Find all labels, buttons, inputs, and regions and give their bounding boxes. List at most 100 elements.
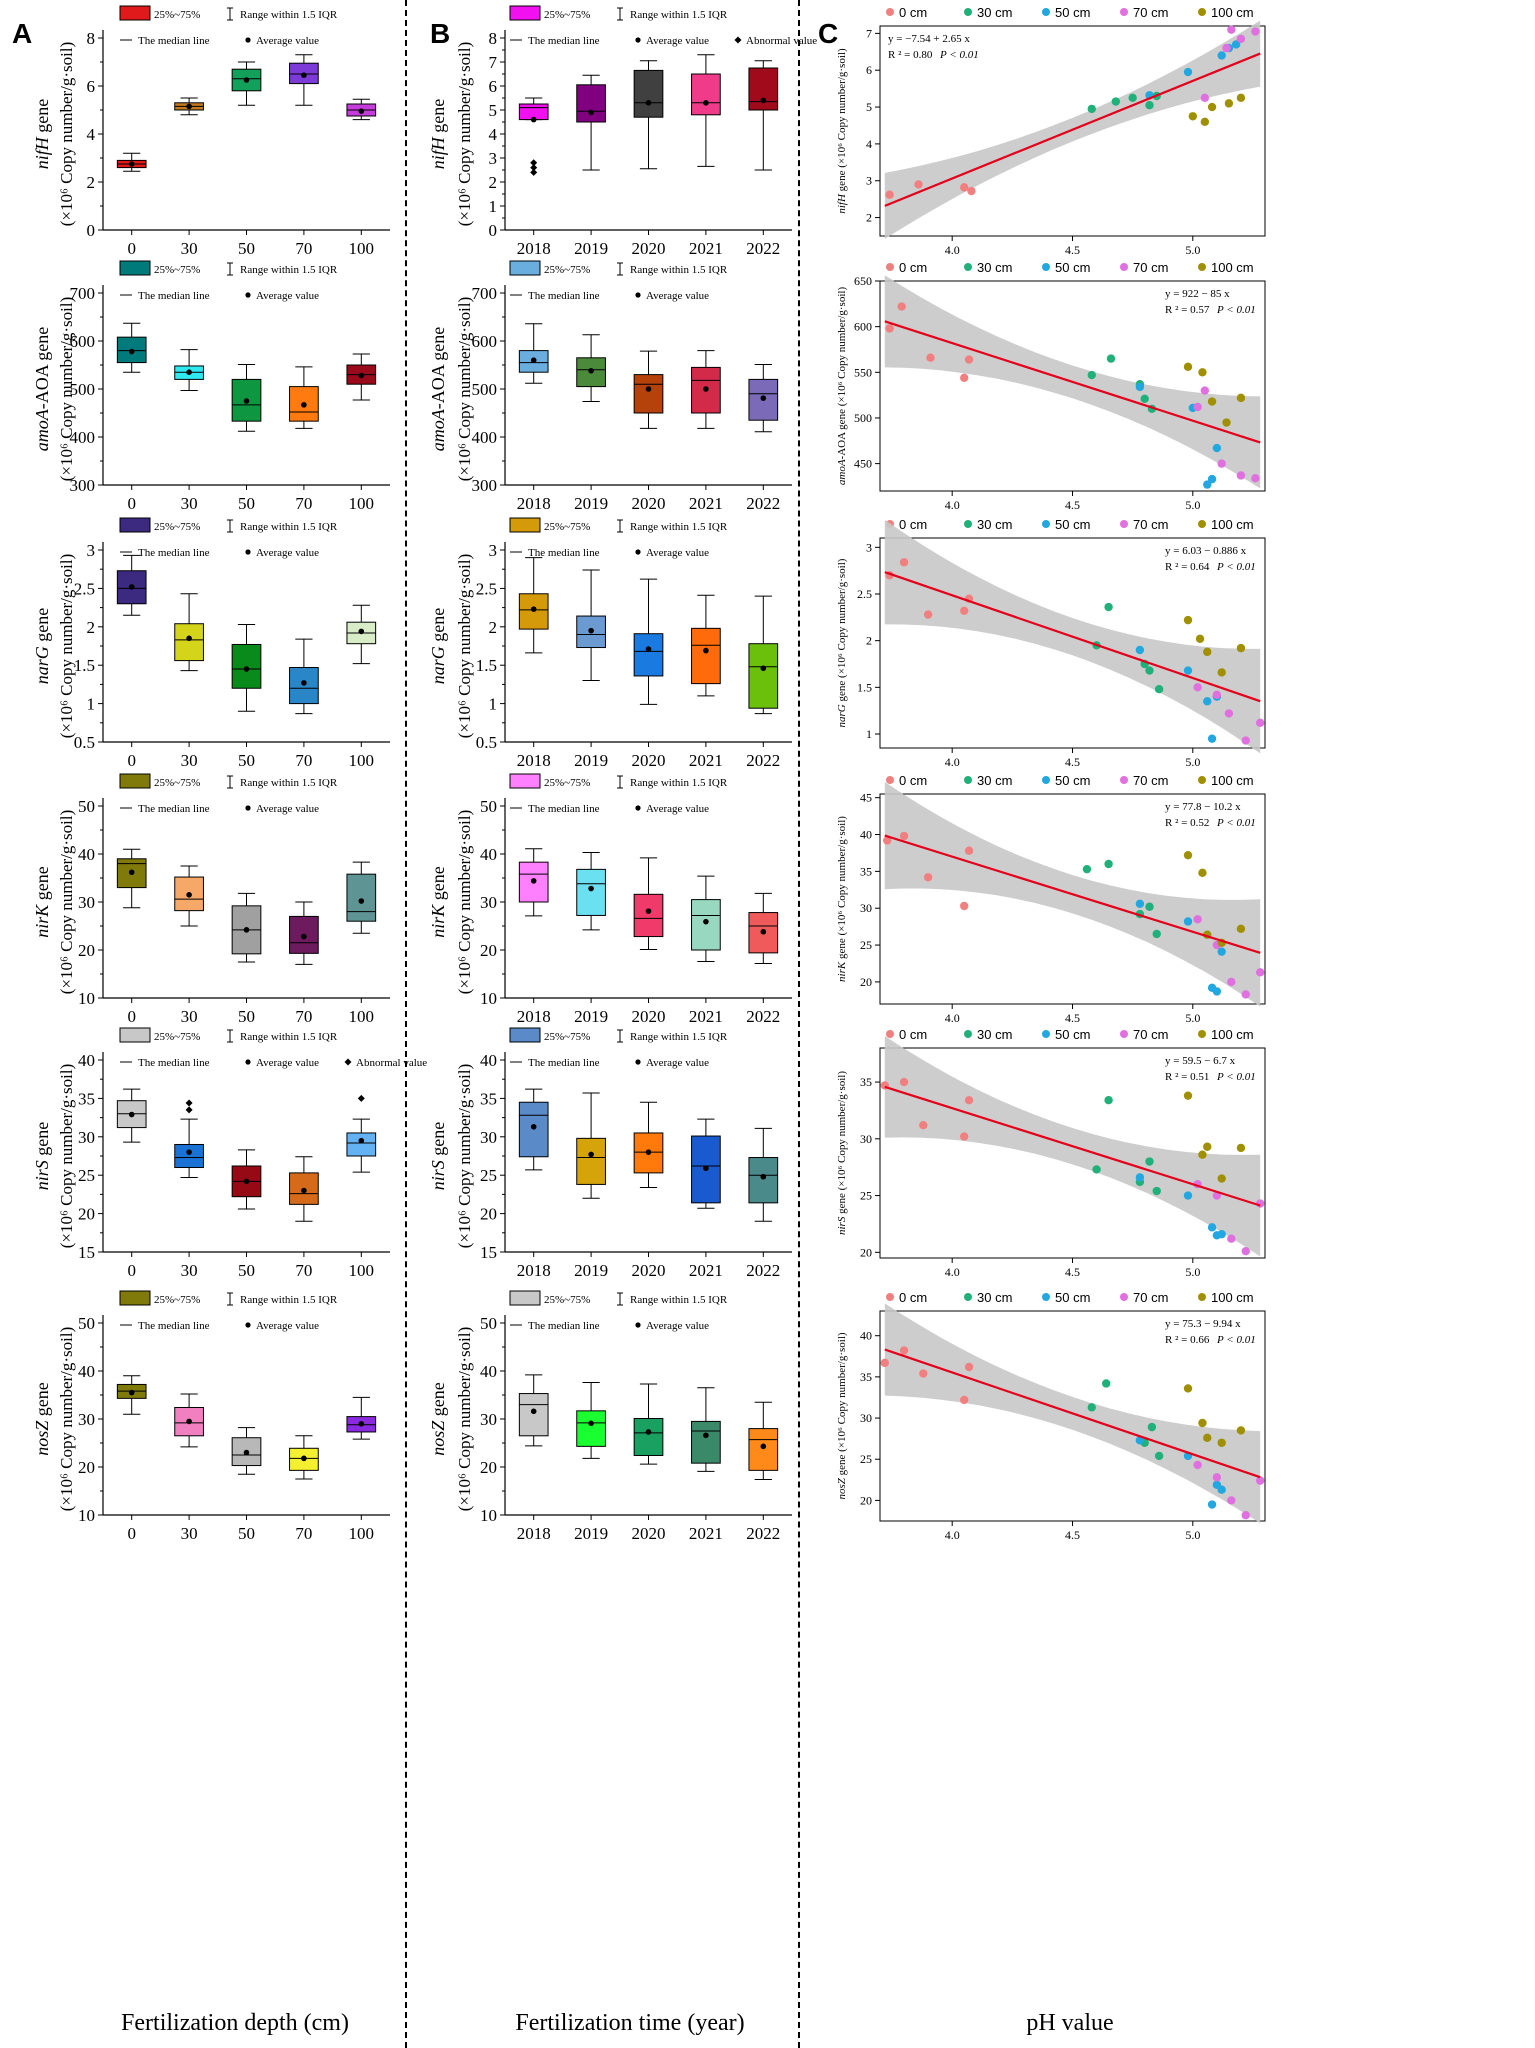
legend-range-label: Range within 1.5 IQR xyxy=(240,1294,338,1306)
data-point xyxy=(964,1096,974,1105)
equation-label: y = 77.8 − 10.2 x xyxy=(1165,801,1241,813)
iqr-box xyxy=(748,643,779,709)
y-tick-label: 20 xyxy=(480,1205,497,1224)
data-point xyxy=(1104,1096,1113,1105)
legend-depth-label: 0 cm xyxy=(899,1290,927,1305)
panel-label-b: B xyxy=(430,18,451,49)
mean-point xyxy=(186,103,192,110)
data-point xyxy=(1198,368,1207,377)
y-tick-label: 30 xyxy=(78,893,95,912)
data-point xyxy=(1207,397,1217,406)
legend-average-label: Average value xyxy=(646,290,709,302)
legend-iqr-label: 25%~75% xyxy=(154,9,200,21)
legend-median-label: The median line xyxy=(138,1320,210,1332)
data-point xyxy=(1183,850,1193,860)
chart-A-nifH: 25%~75% Range within 1.5 IQR The median li… xyxy=(32,5,390,258)
box-2018 xyxy=(518,97,549,176)
y-tick-label: 30 xyxy=(480,1128,497,1147)
data-point xyxy=(1183,362,1193,372)
legend-marker xyxy=(964,520,972,528)
y-tick-label: 50 xyxy=(78,1314,95,1333)
data-point xyxy=(899,1346,909,1355)
box-2022 xyxy=(748,1127,779,1222)
data-point xyxy=(899,831,909,841)
iqr-box xyxy=(633,633,664,677)
x-tick-label: 4.0 xyxy=(945,243,960,257)
legend-iqr-label: 25%~75% xyxy=(544,777,590,789)
iqr-box xyxy=(633,69,664,118)
x-tick-label: 2019 xyxy=(574,751,608,770)
box-2021 xyxy=(691,1387,721,1472)
y-tick-label: 2 xyxy=(87,173,96,192)
y-tick-label: 600 xyxy=(472,332,498,351)
chart-B-nirK: 25%~75% Range within 1.5 IQR The median li… xyxy=(428,773,792,1026)
box-70 xyxy=(289,54,319,106)
legend-average-label: Average value xyxy=(646,1057,709,1069)
y-tick-label: 20 xyxy=(860,975,872,989)
data-point xyxy=(1241,1511,1250,1520)
data-point xyxy=(960,606,969,615)
legend-median-label: The median line xyxy=(528,35,600,47)
x-tick-label: 4.5 xyxy=(1065,1528,1080,1542)
legend-average-label: Average value xyxy=(256,1057,319,1069)
legend-marker xyxy=(1198,1030,1206,1038)
x-tick-label: 0 xyxy=(127,1261,136,1280)
data-point xyxy=(1193,1460,1202,1470)
box-2018 xyxy=(518,1374,549,1447)
box-2022 xyxy=(748,595,779,715)
data-point xyxy=(1217,1485,1226,1494)
data-point xyxy=(1231,40,1241,49)
equation-label: y = 6.03 − 0.886 x xyxy=(1165,545,1247,557)
x-tick-label: 2022 xyxy=(746,239,780,258)
box-100 xyxy=(346,861,377,934)
legend-range-icon xyxy=(227,262,233,276)
y-tick-label: 50 xyxy=(480,797,497,816)
data-point xyxy=(1147,1422,1157,1432)
data-point xyxy=(1203,1142,1212,1151)
legend-marker xyxy=(1120,1030,1128,1038)
y-tick-label: 1 xyxy=(489,695,498,714)
legend-iqr-label: 25%~75% xyxy=(154,1031,200,1043)
box-2019 xyxy=(576,334,606,402)
data-point xyxy=(1227,977,1236,987)
y-tick-label: 2 xyxy=(866,634,872,648)
data-point xyxy=(1236,924,1246,934)
box-100 xyxy=(346,1396,377,1440)
data-point xyxy=(1203,647,1212,657)
p-value-label: P < 0.01 xyxy=(1216,561,1256,573)
x-tick-label: 70 xyxy=(295,239,312,258)
box-0 xyxy=(116,322,147,373)
x-tick-label: 5.0 xyxy=(1185,1528,1200,1542)
mean-point xyxy=(301,1187,307,1194)
y-tick-label: 20 xyxy=(480,1458,497,1477)
x-tick-label: 4.5 xyxy=(1065,1011,1080,1025)
y-tick-label: 50 xyxy=(480,1314,497,1333)
legend-depth-label: 0 cm xyxy=(899,517,927,532)
data-point xyxy=(1217,947,1226,956)
y-tick-label: 2 xyxy=(489,618,498,637)
chart-B-narG: 25%~75% Range within 1.5 IQR The median li… xyxy=(428,517,792,770)
x-tick-label: 70 xyxy=(295,494,312,513)
y-tick-label: 40 xyxy=(860,1329,872,1343)
chart-B-amoA: 25%~75% Range within 1.5 IQR The median li… xyxy=(428,260,792,513)
r-squared-label: R ² = 0.57 xyxy=(1165,304,1210,316)
y-tick-label: 3 xyxy=(489,541,498,560)
data-point xyxy=(1236,34,1246,44)
data-point xyxy=(885,190,894,199)
mean-point xyxy=(301,402,307,408)
legend-range-label: Range within 1.5 IQR xyxy=(240,264,338,276)
data-point xyxy=(1198,868,1207,878)
y-tick-label: 3 xyxy=(866,174,872,188)
chart-B-nosZ: 25%~75% Range within 1.5 IQR The median li… xyxy=(428,1290,792,1543)
box-100 xyxy=(346,353,377,401)
legend-iqr-swatch xyxy=(509,5,541,21)
chart-C-nosZ: 0 cm 30 cm 50 cm 70 cm 100 cm 4.0 4.5 5.0 20 25 30… xyxy=(836,1290,1266,1542)
mean-point xyxy=(588,1151,594,1158)
data-point xyxy=(960,1132,969,1141)
legend-marker xyxy=(1042,1030,1050,1038)
data-point xyxy=(1241,990,1250,999)
legend-marker xyxy=(1198,8,1206,16)
legend-marker xyxy=(1198,520,1206,528)
legend-depth-label: 0 cm xyxy=(899,1027,927,1042)
legend-average-icon xyxy=(635,37,641,43)
